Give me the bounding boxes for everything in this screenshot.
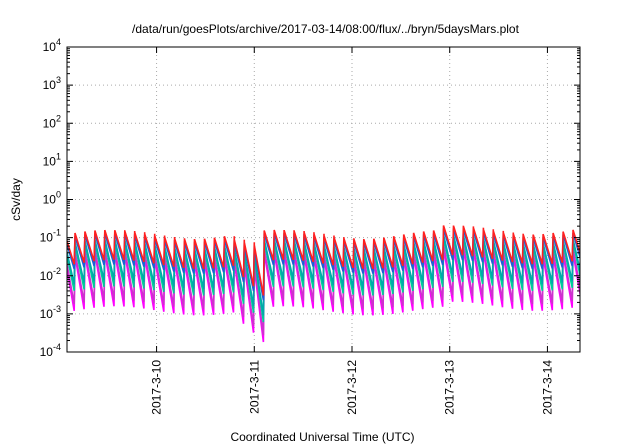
x-tick-label: 2017-3-10 xyxy=(150,360,164,415)
x-tick-label: 2017-3-11 xyxy=(247,360,261,414)
y-tick-label: 10-1 xyxy=(40,228,61,245)
y-tick-label: 104 xyxy=(43,37,61,54)
y-tick-label: 100 xyxy=(43,190,61,207)
series-line xyxy=(67,225,580,296)
x-tick-label: 2017-3-14 xyxy=(540,360,554,415)
y-tick-label: 10-3 xyxy=(40,304,61,321)
x-tick-label: 2017-3-13 xyxy=(443,360,457,415)
y-tick-label: 103 xyxy=(43,75,61,92)
x-axis-label: Coordinated Universal Time (UTC) xyxy=(230,430,414,444)
series-layer xyxy=(67,225,580,343)
y-tick-label: 101 xyxy=(43,151,61,168)
ticks-layer: 10-4 10-3 10-2 10-1 100 101 102 103 104 2017-3-10… xyxy=(40,37,580,415)
y-tick-label: 102 xyxy=(43,113,61,130)
chart-title: /data/run/goesPlots/archive/2017-03-14/0… xyxy=(132,22,520,36)
y-tick-label: 10-4 xyxy=(40,342,61,359)
x-tick-label: 2017-3-12 xyxy=(345,360,359,415)
y-tick-label: 10-2 xyxy=(40,266,61,283)
y-axis-label: cSv/day xyxy=(9,178,23,221)
